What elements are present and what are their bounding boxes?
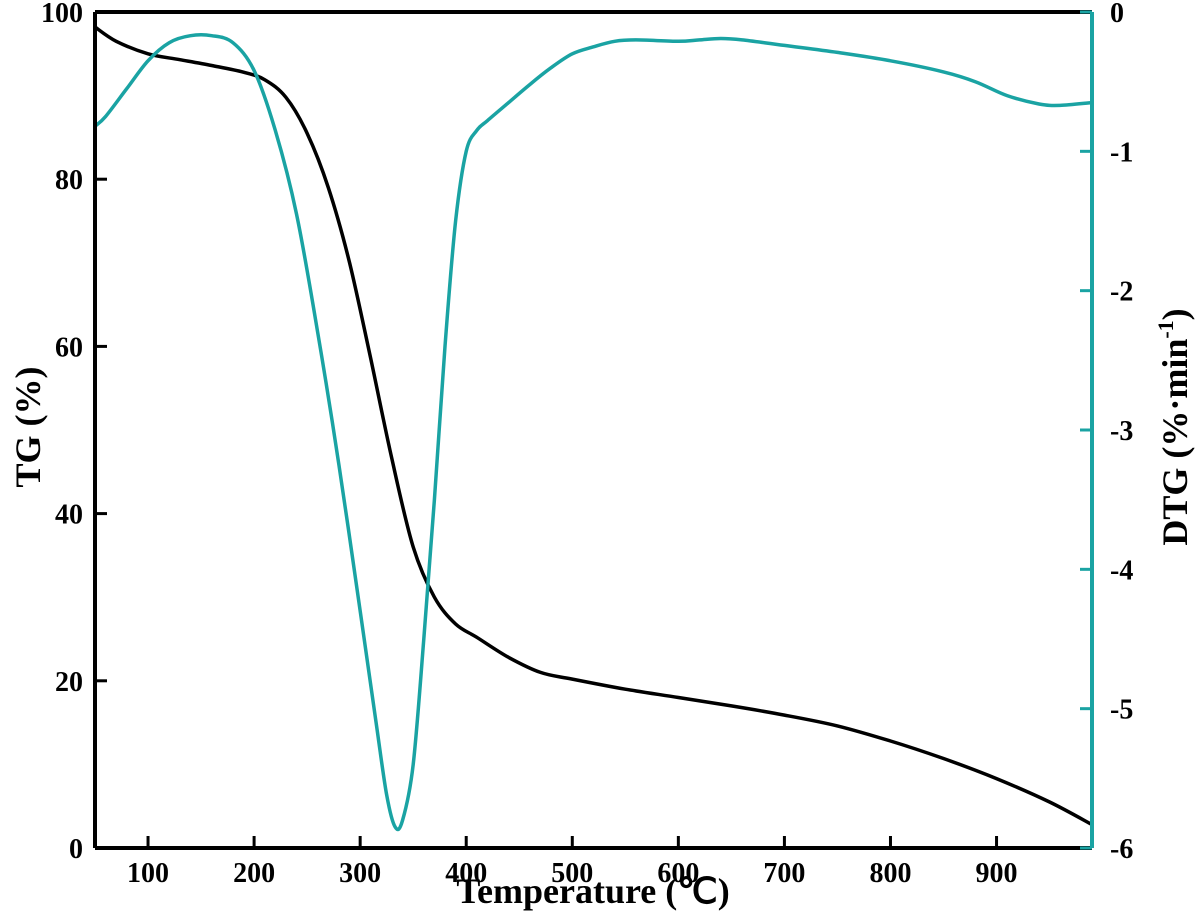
x-tick-label: 600 — [657, 858, 699, 889]
left-axis-title: TG (%) — [8, 367, 48, 488]
right-y-tick-label: -6 — [1110, 834, 1133, 865]
plot-frame — [93, 10, 1094, 850]
x-tick-label: 800 — [869, 858, 911, 889]
axis-ticks: 100 200 300 400 500 600 700 800 900 0 20 40 60 80 100 -… — [41, 0, 1133, 889]
left-y-tick-label: 60 — [55, 332, 83, 363]
chart-curves — [93, 25, 1094, 832]
right-y-tick-label: -2 — [1110, 277, 1133, 308]
x-tick-label: 700 — [763, 858, 805, 889]
right-axis-title-sup: -1 — [1153, 320, 1178, 338]
x-tick-label: 500 — [551, 858, 593, 889]
dtg-curve — [93, 33, 1094, 832]
right-y-tick-label: -3 — [1110, 416, 1133, 447]
right-axis-title: DTG (%·min-1) — [1153, 308, 1195, 545]
left-y-tick-label: 20 — [55, 667, 83, 698]
tg-curve — [93, 25, 1094, 827]
left-y-tick-label: 80 — [55, 165, 83, 196]
right-y-tick-label: 0 — [1110, 0, 1124, 29]
x-tick-label: 200 — [233, 858, 275, 889]
x-tick-label: 900 — [976, 858, 1018, 889]
x-axis-title: Temperature (℃) — [456, 871, 729, 911]
x-tick-label: 300 — [339, 858, 381, 889]
right-y-tick-label: -5 — [1110, 695, 1133, 726]
x-tick-label: 100 — [127, 858, 169, 889]
left-y-tick-label: 100 — [41, 0, 83, 29]
right-axis-title-close: ) — [1155, 308, 1195, 320]
left-y-tick-label: 40 — [55, 500, 83, 531]
right-y-tick-label: -1 — [1110, 137, 1133, 168]
right-y-tick-label: -4 — [1110, 555, 1133, 586]
left-y-tick-label: 0 — [69, 834, 83, 865]
right-axis-title-main: DTG (%·min — [1155, 339, 1195, 546]
x-tick-label: 400 — [445, 858, 487, 889]
